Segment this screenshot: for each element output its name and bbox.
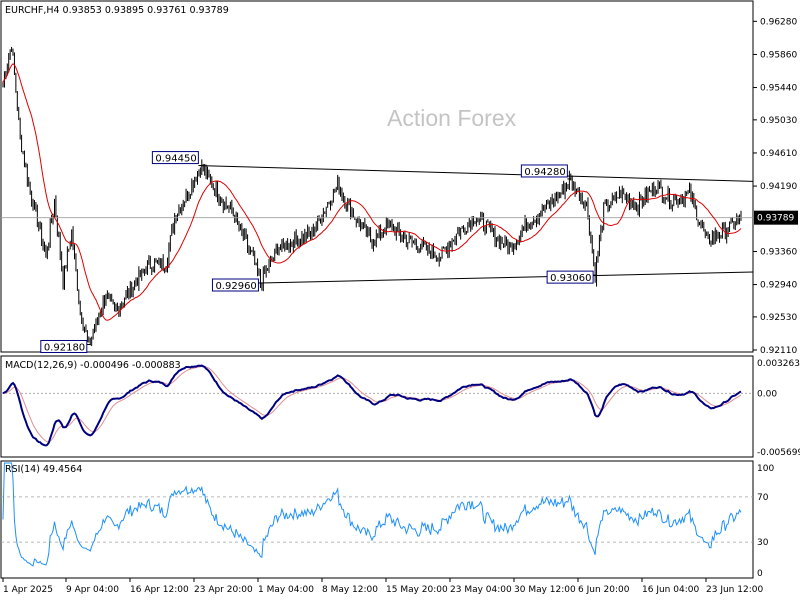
price-tick-label: 0.94190 [760,182,797,192]
level-label: 0.93060 [550,273,591,284]
x-tick-label: 1 Apr 2025 [3,585,53,595]
price-bars [1,46,753,347]
price-tick-label: 0.95860 [760,50,797,60]
rsi-title: RSI(14) 49.4564 [5,464,82,475]
x-tick-label: 15 May 20:00 [386,585,448,595]
rsi-tick-label: 30 [757,538,769,548]
x-tick-label: 30 May 12:00 [514,585,576,595]
x-tick-label: 16 Jun 04:00 [642,585,699,595]
level-label: 0.92180 [44,342,85,353]
level-label-box [151,151,199,165]
axes: 0.96280 0.95860 0.95440 0.95030 0.94610 0.941… [2,17,800,595]
rsi-panel [0,460,754,579]
x-tick-label: 8 May 12:00 [322,585,378,595]
price-tick-label: 0.92530 [760,313,797,323]
rsi-tick-label: 0 [757,569,763,579]
watermark: Action Forex [387,105,517,131]
level-label-box [211,278,259,292]
macd-title: MACD(12,26,9) -0.000496 -0.000883 [5,360,181,371]
x-tick-label: 23 Apr 20:00 [194,585,253,595]
x-tick-label: 23 May 04:00 [450,585,512,595]
trendline [200,165,754,182]
level-label: 0.94280 [524,167,565,178]
price-tick-label: 0.96280 [760,17,797,27]
rsi-line [2,462,742,567]
macd-signal-line [2,366,742,443]
macd-panel [0,355,754,458]
price-panel [0,0,754,353]
x-tick-label: 16 Apr 12:00 [130,585,189,595]
rsi-tick-label: 100 [757,464,774,474]
trendline [260,271,754,284]
x-tick-label: 1 May 04:00 [258,585,314,595]
level-label-box [546,270,594,284]
price-tick-label: 0.92110 [760,346,797,356]
price-tick-label: 0.95440 [760,84,797,94]
current-price-box [754,210,798,225]
x-tick-label: 6 Jun 20:00 [578,585,630,595]
macd-lines [1,364,753,447]
macd-tick-label: -0.005699 [757,448,800,458]
level-label: 0.92960 [215,281,256,292]
current-price-label: 0.93789 [757,214,794,224]
price-tick-label: 0.92940 [760,281,797,291]
price-tick-label: 0.94610 [760,149,797,159]
x-tick-label: 23 Jun 12:00 [706,585,763,595]
price-title: EURCHF,H4 0.93853 0.93895 0.93761 0.9378… [5,5,229,16]
macd-tick-label: 0.003263 [757,359,800,369]
level-label-box [40,339,88,353]
macd-tick-label: 0.00 [757,389,777,399]
level-label: 0.94450 [155,154,196,165]
price-tick-label: 0.95030 [760,116,797,126]
x-tick-label: 9 Apr 04:00 [66,585,119,595]
level-label-box [520,164,568,178]
level-labels: 0.94450 0.92960 0.94280 0.93060 0.92180 [40,151,598,353]
rsi-tick-label: 70 [757,493,769,503]
moving-average-line [2,63,742,321]
price-tick-label: 0.93360 [760,247,797,257]
trendlines [200,165,754,284]
rsi-line [1,462,753,567]
moving-average [2,63,742,321]
macd-line [2,364,742,447]
